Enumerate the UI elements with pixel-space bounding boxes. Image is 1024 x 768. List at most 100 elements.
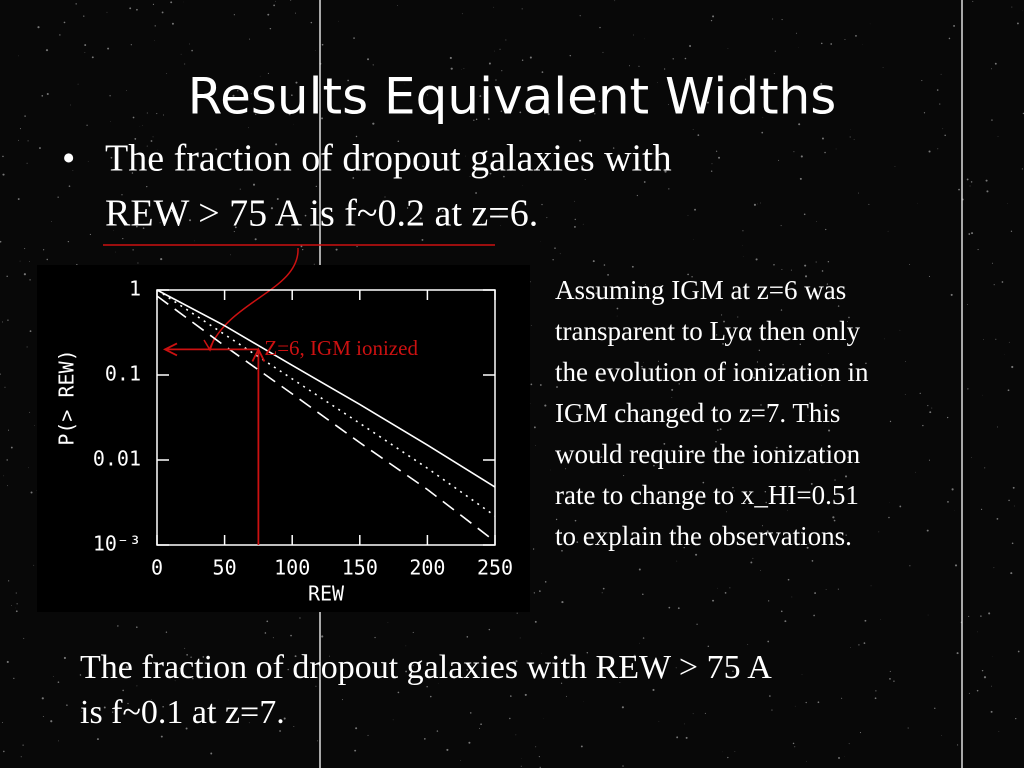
star	[397, 691, 400, 694]
star	[603, 264, 606, 266]
x-tick-label: 250	[477, 556, 513, 580]
star	[161, 11, 164, 14]
star	[460, 759, 461, 761]
star	[8, 580, 10, 582]
star	[310, 21, 313, 24]
star	[321, 43, 324, 46]
star	[993, 284, 995, 286]
y-tick-label: 1	[129, 277, 141, 301]
star	[232, 94, 235, 97]
star	[110, 121, 111, 122]
star	[767, 600, 770, 602]
star	[39, 147, 41, 149]
star	[801, 674, 803, 675]
star	[594, 113, 596, 115]
star	[488, 62, 491, 65]
star	[919, 392, 921, 395]
star	[122, 237, 124, 240]
star	[968, 615, 970, 617]
star	[561, 601, 564, 604]
star	[715, 150, 718, 152]
star	[191, 49, 193, 52]
star	[668, 188, 670, 190]
star	[293, 726, 295, 728]
star	[297, 228, 299, 230]
star	[874, 697, 877, 700]
star	[645, 284, 647, 286]
star	[29, 279, 31, 281]
star	[767, 640, 770, 643]
star	[795, 32, 797, 34]
star	[202, 656, 205, 658]
star	[651, 502, 653, 504]
star	[34, 425, 35, 426]
x-tick-label: 100	[274, 556, 310, 580]
slide-title: Results Equivalent Widths	[188, 68, 837, 126]
star	[126, 89, 127, 91]
x-tick-label: 50	[213, 556, 237, 580]
star	[684, 723, 685, 725]
star	[471, 664, 472, 666]
note-line: transparent to Lyα then only	[555, 316, 861, 346]
star	[335, 248, 338, 251]
star	[146, 185, 148, 188]
star	[953, 24, 956, 27]
star	[149, 662, 151, 664]
star	[421, 238, 424, 241]
star	[134, 153, 136, 155]
star	[940, 73, 942, 75]
star	[750, 561, 753, 564]
star	[434, 675, 437, 678]
star	[329, 655, 330, 657]
star	[672, 58, 674, 60]
star	[372, 64, 374, 66]
star	[755, 258, 758, 261]
star	[15, 592, 17, 594]
star	[664, 170, 667, 173]
star	[299, 617, 301, 619]
star	[967, 388, 969, 390]
star	[535, 445, 536, 446]
star	[715, 440, 717, 443]
star	[663, 442, 666, 445]
star	[1007, 203, 1008, 204]
star	[561, 549, 563, 552]
star	[315, 50, 316, 51]
star	[352, 177, 355, 179]
star	[270, 207, 274, 210]
bullet-text: REW > 75 A is f~0.2 at z=6.	[105, 193, 538, 235]
star	[582, 164, 584, 167]
star	[230, 254, 231, 256]
star	[909, 264, 911, 265]
star	[825, 228, 827, 231]
star	[994, 62, 997, 65]
star	[268, 675, 270, 677]
star	[712, 599, 715, 602]
star	[283, 717, 286, 720]
star	[304, 214, 307, 217]
note-line: Assuming IGM at z=6 was	[555, 275, 846, 305]
star	[426, 685, 428, 688]
star	[832, 516, 835, 519]
star	[837, 588, 839, 590]
star	[516, 612, 518, 614]
star	[947, 501, 949, 503]
star	[616, 307, 619, 310]
star	[159, 222, 161, 224]
star	[954, 564, 958, 567]
star	[633, 654, 636, 657]
star	[803, 213, 806, 216]
star	[6, 275, 8, 278]
note-line: to explain the observations.	[555, 521, 852, 551]
star	[382, 200, 385, 203]
star	[766, 530, 769, 533]
star	[941, 735, 943, 736]
star	[423, 738, 426, 740]
star	[683, 547, 685, 549]
star	[250, 93, 252, 95]
star	[129, 7, 132, 10]
star	[939, 103, 941, 105]
star	[255, 113, 257, 115]
star	[642, 593, 644, 596]
star	[602, 51, 604, 53]
